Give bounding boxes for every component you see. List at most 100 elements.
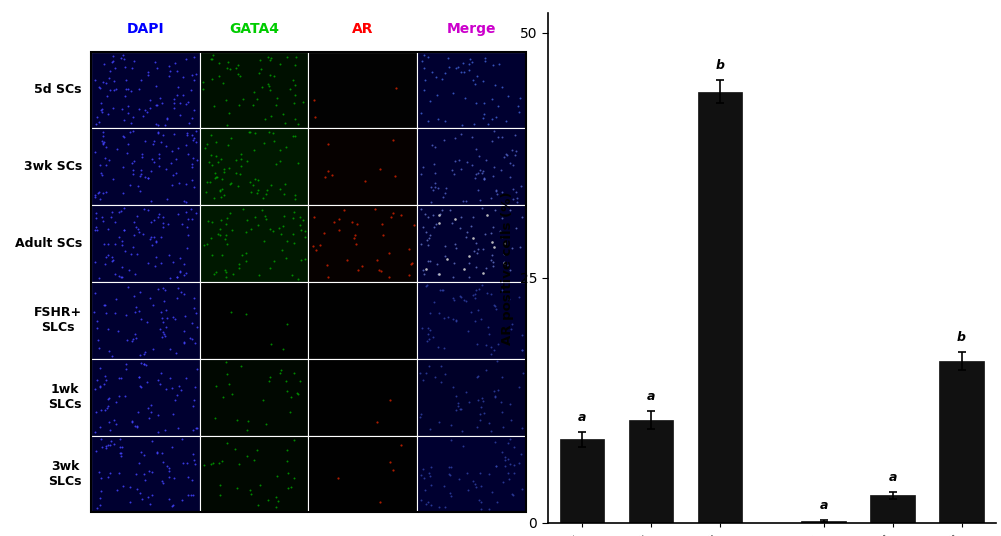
- Point: [148, 252, 164, 261]
- Point: [169, 391, 185, 399]
- Point: [216, 168, 232, 176]
- Point: [469, 396, 485, 405]
- Point: [228, 155, 244, 164]
- Point: [487, 302, 504, 311]
- Point: [179, 491, 195, 500]
- Point: [92, 364, 108, 373]
- Bar: [91, 129, 200, 205]
- Point: [429, 115, 445, 123]
- Point: [88, 213, 104, 222]
- Point: [324, 170, 340, 179]
- Point: [491, 60, 508, 69]
- Point: [347, 240, 363, 249]
- Point: [260, 495, 276, 504]
- Point: [245, 456, 261, 464]
- Point: [435, 192, 451, 201]
- Point: [97, 260, 113, 269]
- Point: [136, 204, 152, 213]
- Point: [221, 109, 237, 117]
- Point: [179, 223, 195, 232]
- Point: [187, 209, 203, 218]
- Point: [418, 368, 434, 377]
- Point: [170, 210, 186, 218]
- Point: [466, 247, 482, 256]
- Point: [479, 323, 495, 332]
- Text: AR: AR: [352, 21, 373, 36]
- Point: [506, 469, 522, 478]
- Point: [101, 441, 117, 449]
- Point: [266, 72, 282, 80]
- Point: [208, 382, 224, 390]
- Point: [261, 56, 277, 65]
- Point: [126, 56, 142, 65]
- Point: [242, 128, 258, 137]
- Point: [286, 115, 302, 123]
- Point: [286, 132, 302, 140]
- Point: [506, 443, 522, 451]
- Point: [492, 226, 509, 235]
- Point: [254, 206, 270, 215]
- Point: [463, 222, 479, 230]
- Point: [268, 503, 284, 512]
- Point: [171, 111, 187, 120]
- Point: [232, 71, 248, 80]
- Point: [484, 95, 500, 103]
- Point: [174, 220, 190, 228]
- Point: [443, 219, 459, 227]
- Point: [514, 182, 530, 190]
- Point: [116, 133, 132, 142]
- Point: [413, 471, 429, 479]
- Point: [188, 156, 204, 165]
- Point: [440, 463, 456, 472]
- Point: [195, 84, 211, 93]
- Point: [92, 84, 108, 93]
- Point: [140, 68, 156, 76]
- Point: [100, 394, 116, 403]
- Point: [452, 68, 468, 76]
- Point: [159, 314, 175, 322]
- Point: [416, 486, 432, 494]
- Point: [97, 154, 113, 162]
- Point: [113, 451, 129, 460]
- Point: [231, 459, 247, 468]
- Point: [176, 271, 192, 279]
- Point: [419, 235, 435, 244]
- Bar: [308, 359, 417, 436]
- Point: [185, 154, 201, 162]
- Point: [216, 190, 232, 199]
- Point: [170, 143, 186, 152]
- Point: [474, 77, 490, 85]
- Point: [214, 251, 230, 260]
- Point: [467, 145, 483, 153]
- Point: [488, 189, 505, 198]
- Point: [287, 61, 303, 69]
- Point: [419, 53, 435, 61]
- Point: [284, 132, 300, 140]
- Point: [115, 189, 131, 197]
- Point: [111, 392, 127, 400]
- Bar: [801, 520, 846, 523]
- Point: [156, 286, 172, 294]
- Point: [213, 175, 229, 184]
- Point: [155, 284, 171, 292]
- Point: [130, 407, 146, 416]
- Point: [184, 131, 200, 139]
- Point: [278, 143, 294, 152]
- Point: [287, 81, 303, 90]
- Point: [280, 469, 296, 478]
- Point: [203, 151, 219, 159]
- Point: [468, 72, 484, 80]
- Point: [161, 62, 177, 70]
- Point: [162, 274, 178, 282]
- Point: [180, 230, 196, 239]
- Point: [161, 72, 177, 80]
- Point: [471, 415, 487, 424]
- Point: [412, 496, 428, 504]
- Point: [430, 184, 446, 192]
- Point: [417, 76, 433, 84]
- Point: [423, 463, 439, 471]
- Point: [154, 219, 170, 227]
- Point: [434, 206, 450, 214]
- Point: [162, 344, 178, 353]
- Point: [500, 261, 517, 270]
